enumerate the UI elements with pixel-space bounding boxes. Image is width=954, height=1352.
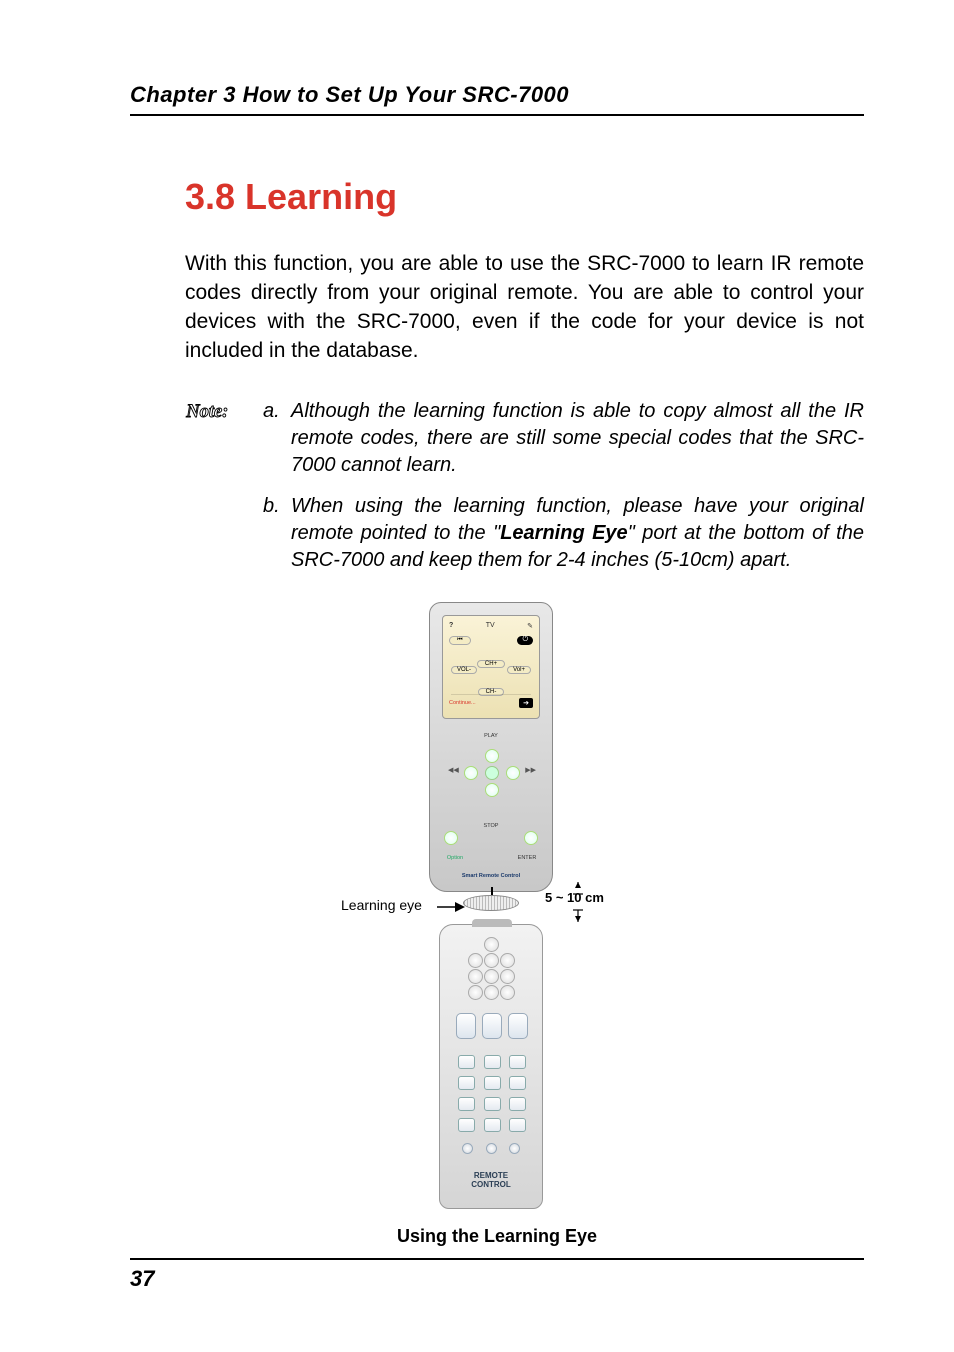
r1-continue: Continue... [449, 700, 476, 706]
learning-eye-port [463, 895, 519, 911]
chapter-header: Chapter 3 How to Set Up Your SRC-7000 [130, 82, 864, 116]
remote1-dpad: ◀◀ ▶▶ [458, 749, 526, 797]
r1-volplus: Vol+ [507, 666, 531, 674]
diagram: ? TV ✎ ⏮ ⏻ CH+ VOL- Vol+ CH- [130, 602, 864, 1222]
learning-eye-arrow-icon [437, 900, 465, 914]
intro-paragraph: With this function, you are able to use … [185, 250, 864, 366]
r1-volminus: VOL- [451, 666, 477, 674]
remote2-dpad [460, 937, 524, 1001]
distance-arrows-icon [573, 882, 583, 922]
r1-enter-label: ENTER [512, 855, 542, 861]
note-icon: Note: [185, 398, 263, 588]
page-footer: 37 [130, 1258, 864, 1292]
section-title: 3.8 Learning [185, 176, 864, 218]
page-number: 37 [130, 1266, 154, 1291]
remote1-screen: ? TV ✎ ⏮ ⏻ CH+ VOL- Vol+ CH- [442, 615, 540, 719]
note-b-bold: Learning Eye [500, 522, 627, 544]
remote-original: REMOTE CONTROL [439, 924, 543, 1209]
diagram-caption: Using the Learning Eye [347, 1226, 647, 1247]
remote2-numpad [458, 1055, 526, 1139]
remote-src7000: ? TV ✎ ⏮ ⏻ CH+ VOL- Vol+ CH- [429, 602, 553, 892]
note-text-b: When using the learning function, please… [291, 493, 864, 574]
r1-stop-label: STOP [430, 823, 552, 829]
note-item-a: a. Although the learning function is abl… [263, 398, 864, 479]
note-item-b: b. When using the learning function, ple… [263, 493, 864, 574]
r1-play-label: PLAY [430, 733, 552, 739]
note-letter-a: a. [263, 398, 291, 479]
svg-text:Note:: Note: [185, 402, 228, 422]
remote2-brand-2: CONTROL [440, 1181, 542, 1190]
r1-tv-label: TV [486, 622, 495, 630]
note-letter-b: b. [263, 493, 291, 574]
learning-eye-label: Learning eye [341, 897, 422, 913]
note-text-a: Although the learning function is able t… [291, 398, 864, 479]
remote2-brand: REMOTE CONTROL [440, 1172, 542, 1190]
r1-brand: Smart Remote Control [430, 873, 552, 879]
note-block: Note: a. Although the learning function … [185, 398, 864, 588]
